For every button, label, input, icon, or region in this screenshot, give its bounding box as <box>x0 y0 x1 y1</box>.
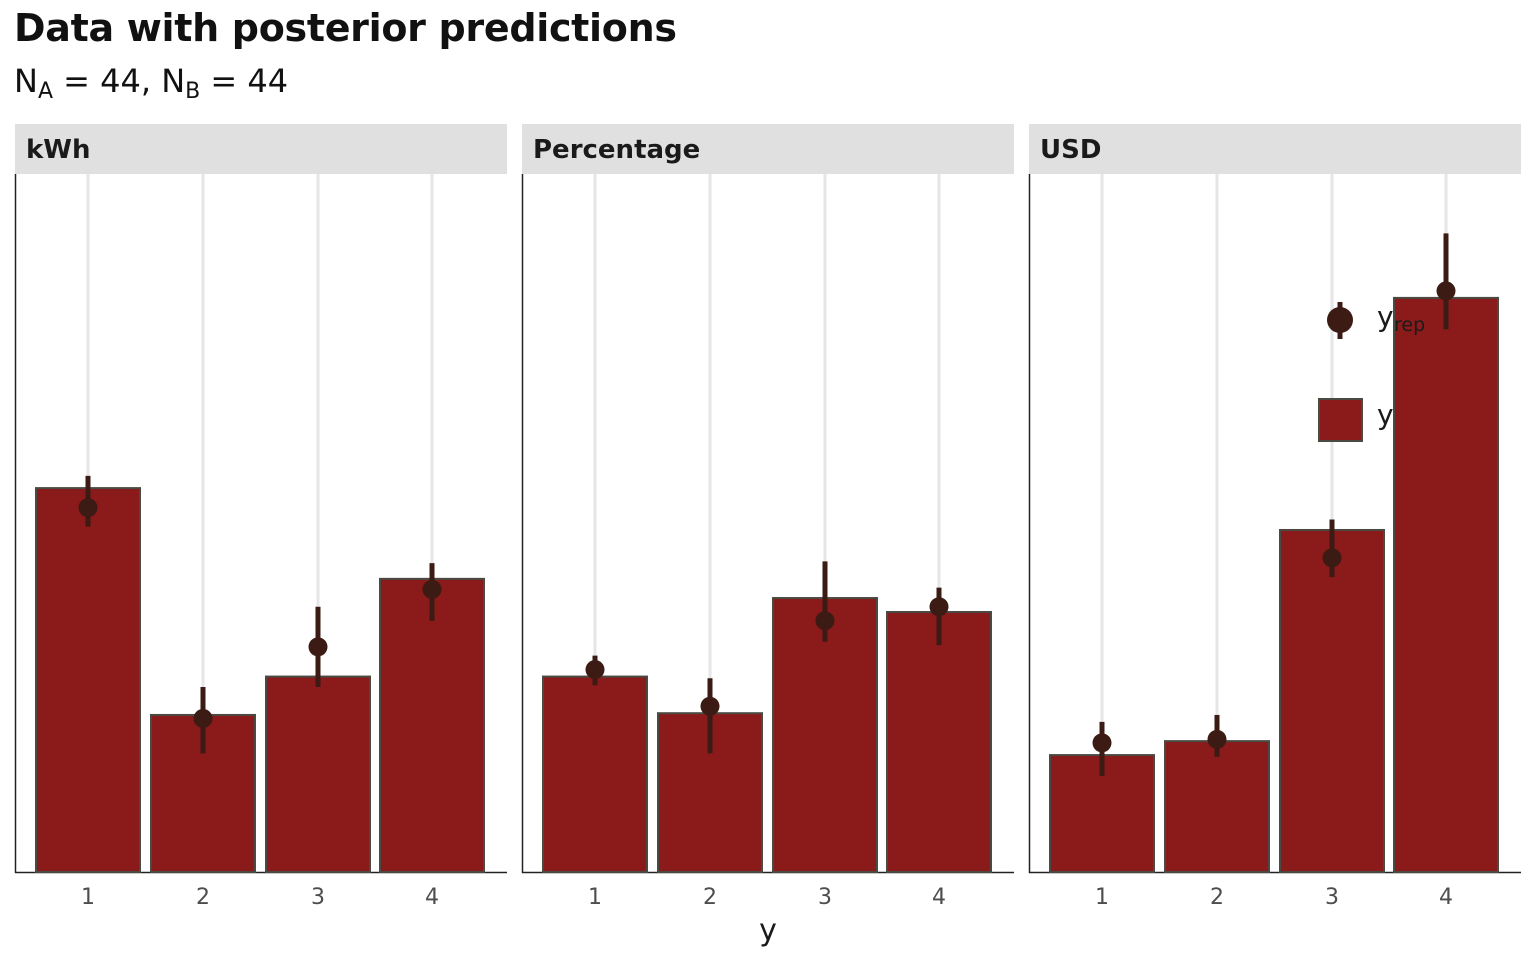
yrep-point-3 <box>815 611 835 631</box>
bar-4 <box>379 577 485 874</box>
facet-strip <box>1029 124 1521 174</box>
legend-y-swatch <box>1318 398 1363 442</box>
yrep-point-2 <box>193 708 213 728</box>
x-tick-label-1: 1 <box>588 885 602 910</box>
yrep-point-4 <box>422 579 442 599</box>
subtitle-n-a-value: = 44, <box>63 62 152 100</box>
subtitle-n-b-label: N <box>161 62 186 100</box>
yrep-point-1 <box>585 660 605 680</box>
facet-strip-label: kWh <box>26 135 90 165</box>
legend-y-label: y <box>1377 398 1394 431</box>
subtitle-n-b-value: = 44 <box>210 62 289 100</box>
bar-4 <box>886 610 992 873</box>
bar-2 <box>1164 740 1270 873</box>
chart-subtitle: NA = 44, NB = 44 <box>14 62 288 104</box>
x-tick-label-4: 4 <box>932 885 946 910</box>
x-tick-label-1: 1 <box>1095 885 1109 910</box>
yrep-point-3 <box>308 637 328 657</box>
bar-1 <box>542 675 648 873</box>
x-axis-title: y <box>759 913 777 948</box>
bar-2 <box>150 713 256 874</box>
subtitle-n-b-sub: B <box>185 79 201 104</box>
x-tick-label-4: 4 <box>1439 885 1453 910</box>
facet-strip-label: USD <box>1040 135 1101 165</box>
subtitle-n-a-label: N <box>14 62 38 100</box>
x-tick-label-3: 3 <box>311 885 325 910</box>
bar-3 <box>772 597 878 873</box>
x-tick-label-2: 2 <box>196 885 210 910</box>
yrep-point-1 <box>78 498 98 518</box>
bar-3 <box>265 675 371 873</box>
bar-1 <box>35 487 141 873</box>
x-tick-label-3: 3 <box>1325 885 1339 910</box>
bar-3 <box>1279 528 1385 873</box>
x-tick-label-1: 1 <box>81 885 95 910</box>
yrep-point-2 <box>1207 729 1227 749</box>
facet-strip-label: Percentage <box>533 135 700 165</box>
facet-strip <box>522 124 1014 174</box>
chart-title: Data with posterior predictions <box>14 6 677 50</box>
yrep-point-3 <box>1322 548 1342 568</box>
legend-yrep-label-sub: rep <box>1394 314 1425 336</box>
legend-yrep-point <box>1327 307 1353 333</box>
x-tick-label-4: 4 <box>425 885 439 910</box>
yrep-point-1 <box>1092 733 1112 753</box>
facet-panel-usd: USD 1 2 3 4 <box>1028 124 1521 910</box>
facet-strip <box>15 124 507 174</box>
facet-panel-percentage: Percentage 1 2 3 4 <box>521 124 1014 910</box>
x-tick-label-2: 2 <box>703 885 717 910</box>
yrep-point-2 <box>700 696 720 716</box>
yrep-point-4 <box>929 597 949 617</box>
facet-panel-kwh: kWh 1 2 3 4 <box>14 124 507 910</box>
yrep-point-4 <box>1436 281 1456 301</box>
x-tick-label-3: 3 <box>818 885 832 910</box>
subtitle-n-a-sub: A <box>37 79 53 104</box>
legend-yrep-label: y <box>1377 300 1394 333</box>
bar-4 <box>1393 296 1499 873</box>
x-tick-label-2: 2 <box>1210 885 1224 910</box>
